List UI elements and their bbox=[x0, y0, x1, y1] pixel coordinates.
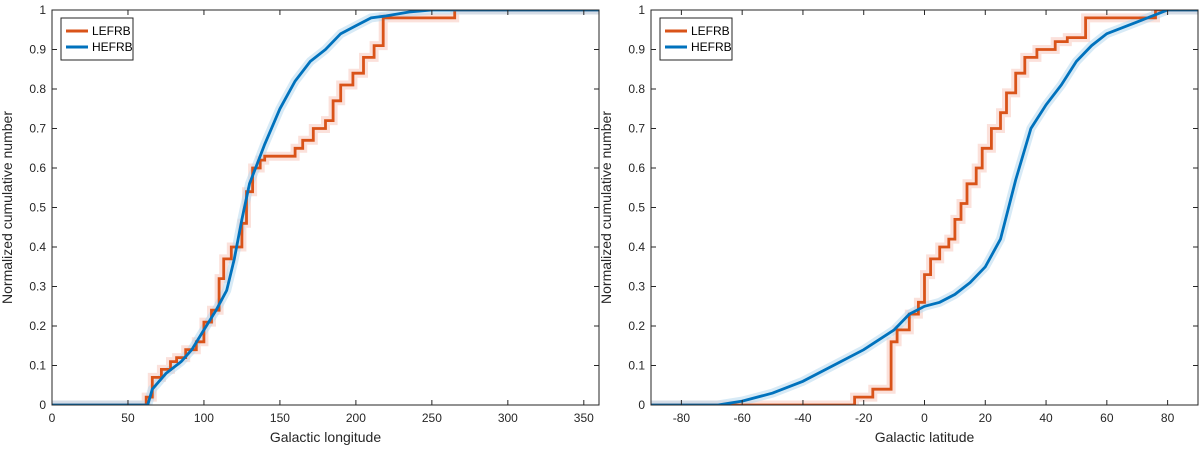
y-tick-label: 0.6 bbox=[29, 161, 46, 175]
y-tick-label: 0.5 bbox=[29, 201, 46, 215]
series-line-hefrb bbox=[651, 10, 1198, 405]
series-line-hefrb bbox=[52, 10, 599, 405]
x-tick-label: -20 bbox=[855, 411, 873, 425]
y-tick-label: 0.3 bbox=[628, 280, 645, 294]
x-tick-label: 250 bbox=[422, 411, 442, 425]
y-tick-label: 0.3 bbox=[29, 280, 46, 294]
legend-label-hefrb: HEFRB bbox=[691, 40, 732, 54]
series-line-lefrb bbox=[52, 10, 599, 405]
x-tick-label: -60 bbox=[733, 411, 751, 425]
series-group bbox=[52, 10, 599, 405]
y-tick-label: 0.2 bbox=[29, 319, 46, 333]
x-tick-label: -80 bbox=[673, 411, 691, 425]
legend: LEFRB HEFRB bbox=[659, 17, 733, 61]
y-tick-label: 0.1 bbox=[628, 359, 645, 373]
chart-panel-1: 0 0.1 0.2 0.3 0.4 0.5 0.6 0.7 0.8 0.9 1 0 50 100 150 20… bbox=[0, 3, 600, 445]
legend-box bbox=[659, 17, 733, 61]
x-axis-label: Galactic latitude bbox=[875, 429, 975, 445]
y-tick-label: 1 bbox=[39, 3, 46, 17]
y-tick-label: 0.6 bbox=[628, 161, 645, 175]
y-tick-label: 0.5 bbox=[628, 201, 645, 215]
legend-box bbox=[60, 17, 134, 61]
legend-label-hefrb: HEFRB bbox=[92, 40, 133, 54]
x-tick-label: -40 bbox=[794, 411, 812, 425]
x-tick-label: 0 bbox=[921, 411, 928, 425]
y-tick-label: 0.8 bbox=[628, 82, 645, 96]
series-group bbox=[651, 10, 1198, 405]
y-tick-label: 0.8 bbox=[29, 82, 46, 96]
x-tick-label: 200 bbox=[346, 411, 366, 425]
y-axis-label: Normalized cumulative number bbox=[0, 111, 15, 304]
x-tick-label: 300 bbox=[498, 411, 518, 425]
y-tick-label: 0 bbox=[39, 398, 46, 412]
y-tick-label: 0.4 bbox=[29, 240, 46, 254]
x-tick-label: 100 bbox=[194, 411, 214, 425]
y-tick-label: 0.7 bbox=[628, 122, 645, 136]
y-tick-label: 1 bbox=[638, 3, 645, 17]
plot-area bbox=[651, 10, 1198, 405]
x-tick-label: 150 bbox=[270, 411, 290, 425]
legend-label-lefrb: LEFRB bbox=[691, 24, 730, 38]
x-axis-label: Galactic longitude bbox=[270, 429, 382, 445]
series-line-lefrb bbox=[651, 10, 1198, 405]
x-tick-label: 60 bbox=[1100, 411, 1114, 425]
y-tick-label: 0.9 bbox=[628, 43, 645, 57]
chart-panel-2: 0 0.1 0.2 0.3 0.4 0.5 0.6 0.7 0.8 0.9 1 -80 -60 -40 -2… bbox=[598, 3, 1199, 445]
x-tick-label: 0 bbox=[49, 411, 56, 425]
y-tick-label: 0.7 bbox=[29, 122, 46, 136]
y-tick-label: 0.4 bbox=[628, 240, 645, 254]
x-tick-label: 350 bbox=[574, 411, 594, 425]
x-tick-label: 50 bbox=[121, 411, 135, 425]
y-tick-label: 0.2 bbox=[628, 319, 645, 333]
x-tick-label: 80 bbox=[1161, 411, 1175, 425]
y-tick-label: 0.1 bbox=[29, 359, 46, 373]
y-tick-label: 0.9 bbox=[29, 43, 46, 57]
legend: LEFRB HEFRB bbox=[60, 17, 134, 61]
y-axis-label: Normalized cumulative number bbox=[598, 111, 614, 304]
legend-label-lefrb: LEFRB bbox=[92, 24, 131, 38]
x-tick-label: 40 bbox=[1039, 411, 1053, 425]
x-tick-label: 20 bbox=[979, 411, 993, 425]
y-tick-label: 0 bbox=[638, 398, 645, 412]
plot-area bbox=[52, 10, 599, 405]
